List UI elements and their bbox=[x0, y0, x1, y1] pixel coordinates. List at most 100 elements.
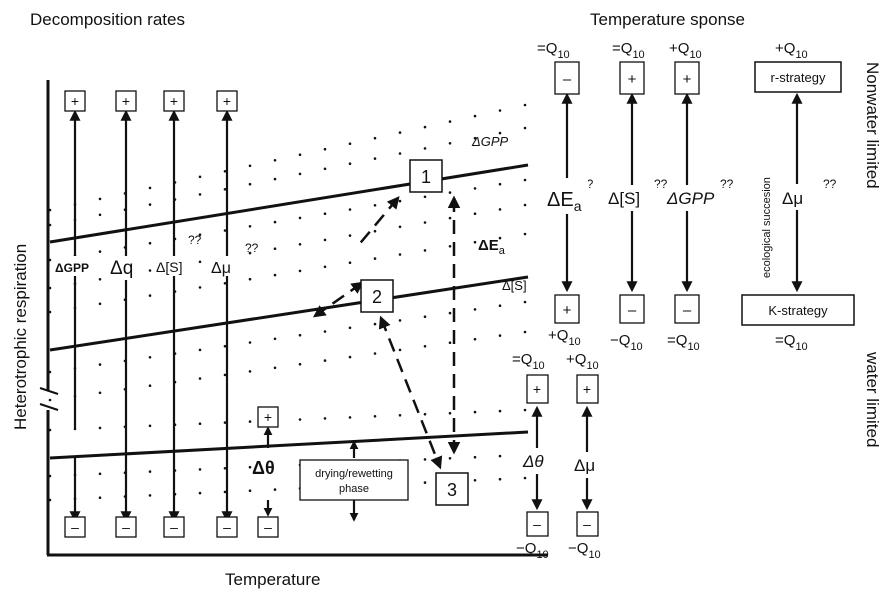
dot bbox=[473, 136, 477, 140]
dot bbox=[323, 212, 327, 215]
q10-label: =Q10 bbox=[667, 332, 700, 353]
dot bbox=[248, 277, 252, 281]
dot bbox=[448, 142, 452, 145]
minus-sign: – bbox=[223, 519, 231, 535]
dot bbox=[148, 203, 152, 206]
dot bbox=[448, 245, 452, 248]
dot bbox=[448, 311, 452, 315]
label-background bbox=[110, 256, 142, 280]
dot bbox=[398, 348, 402, 352]
dot bbox=[48, 428, 52, 432]
plus-sign: + bbox=[223, 93, 231, 109]
plus-sign: + bbox=[71, 93, 79, 109]
plus-sign: + bbox=[563, 302, 572, 319]
dot bbox=[498, 131, 502, 135]
minus-sign: – bbox=[71, 519, 79, 535]
dot bbox=[198, 491, 202, 495]
dot bbox=[323, 147, 327, 151]
decomposition-title: Decomposition rates bbox=[30, 10, 185, 29]
dot bbox=[473, 240, 477, 244]
dot bbox=[398, 414, 402, 417]
dot bbox=[198, 422, 202, 426]
q10-label: −Q10 bbox=[568, 540, 601, 561]
plus-sign: + bbox=[122, 93, 130, 109]
dot bbox=[298, 362, 302, 366]
response-line-top bbox=[49, 163, 529, 244]
dot bbox=[398, 253, 402, 256]
r-strategy-label: r-strategy bbox=[771, 70, 826, 85]
dot bbox=[298, 269, 302, 273]
dot bbox=[198, 193, 202, 196]
left-sign-boxes: + + + + + – – – – – bbox=[64, 90, 279, 538]
q10-label: =Q10 bbox=[512, 351, 545, 372]
label-s: Δ[S] bbox=[156, 259, 182, 275]
dot bbox=[373, 229, 377, 233]
dot bbox=[423, 125, 427, 129]
dot bbox=[348, 162, 352, 165]
unknown-marker: ?? bbox=[245, 241, 259, 255]
dot bbox=[523, 203, 527, 207]
dot bbox=[498, 454, 502, 458]
q10-labels: =Q10 =Q10 +Q10 +Q10 +Q10 −Q10 =Q10 =Q10 … bbox=[512, 40, 808, 561]
dot bbox=[473, 410, 477, 414]
unknown-marker: ?? bbox=[823, 177, 837, 191]
dot bbox=[98, 363, 102, 366]
dot bbox=[348, 261, 352, 265]
label-gpp: ΔGPP bbox=[55, 261, 89, 275]
minus-sign: – bbox=[533, 516, 541, 532]
dot bbox=[298, 243, 302, 246]
r-strategy-box bbox=[754, 61, 842, 93]
dot bbox=[48, 258, 52, 262]
minus-box bbox=[216, 516, 238, 538]
state-2-label: 2 bbox=[372, 287, 382, 307]
minus-sign: – bbox=[683, 302, 692, 319]
label-theta: Δθ bbox=[252, 458, 275, 478]
dot bbox=[48, 286, 52, 290]
axis-break-mark bbox=[39, 387, 59, 395]
dot bbox=[448, 341, 452, 345]
plus-sign: + bbox=[264, 409, 272, 425]
dot bbox=[98, 213, 102, 217]
label-background bbox=[210, 256, 242, 276]
label-background bbox=[156, 256, 190, 276]
ecological-succession-label: ecological succesion bbox=[761, 177, 773, 278]
dot bbox=[473, 455, 477, 459]
dot bbox=[498, 208, 502, 211]
label-background bbox=[666, 185, 710, 211]
k-strategy-box bbox=[741, 294, 855, 326]
minus-box bbox=[576, 511, 599, 537]
dot bbox=[398, 199, 402, 203]
label-theta-right: Δθ bbox=[522, 452, 544, 471]
dot bbox=[423, 147, 427, 150]
line-label-s: Δ[S] bbox=[502, 278, 527, 293]
dot bbox=[273, 220, 277, 224]
dot bbox=[273, 366, 277, 370]
dot bbox=[373, 322, 377, 326]
plus-box bbox=[554, 294, 580, 324]
plus-sign: + bbox=[170, 93, 178, 109]
response-line-bottom bbox=[49, 430, 529, 460]
dot bbox=[498, 236, 502, 240]
label-mu-right: Δμ bbox=[782, 189, 803, 208]
q10-label: =Q10 bbox=[537, 40, 570, 61]
dot bbox=[98, 302, 102, 306]
dot bbox=[98, 197, 102, 201]
dot bbox=[198, 377, 202, 380]
dot bbox=[148, 494, 152, 497]
dot bbox=[323, 359, 327, 362]
axes bbox=[39, 80, 548, 557]
dot bbox=[348, 355, 352, 359]
dot bbox=[523, 126, 527, 130]
minus-sign: – bbox=[563, 71, 572, 88]
dot bbox=[373, 257, 377, 260]
drying-rewetting-line1: drying/rewetting bbox=[315, 468, 393, 480]
dot bbox=[373, 352, 377, 355]
water-limited-label: water limited bbox=[863, 351, 882, 447]
axis-break-mark bbox=[39, 403, 59, 411]
q10-label: −Q10 bbox=[610, 332, 643, 353]
label-background bbox=[607, 185, 657, 211]
dot bbox=[298, 333, 302, 337]
plus-box bbox=[619, 61, 645, 95]
transition-1-2-upper bbox=[356, 196, 400, 248]
